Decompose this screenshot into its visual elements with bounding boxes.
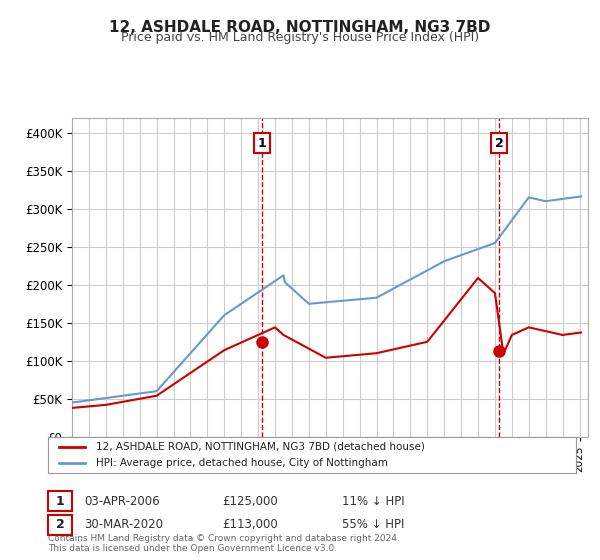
Text: 30-MAR-2020: 30-MAR-2020 <box>84 518 163 531</box>
Text: 1: 1 <box>56 494 64 508</box>
Text: 2: 2 <box>56 518 64 531</box>
Text: £113,000: £113,000 <box>222 518 278 531</box>
Text: 55% ↓ HPI: 55% ↓ HPI <box>342 518 404 531</box>
Text: 12, ASHDALE ROAD, NOTTINGHAM, NG3 7BD: 12, ASHDALE ROAD, NOTTINGHAM, NG3 7BD <box>109 20 491 35</box>
Text: 1: 1 <box>258 137 267 150</box>
Text: HPI: Average price, detached house, City of Nottingham: HPI: Average price, detached house, City… <box>95 459 388 468</box>
Text: 03-APR-2006: 03-APR-2006 <box>84 494 160 508</box>
Text: £125,000: £125,000 <box>222 494 278 508</box>
Text: Contains HM Land Registry data © Crown copyright and database right 2024.
This d: Contains HM Land Registry data © Crown c… <box>48 534 400 553</box>
Text: Price paid vs. HM Land Registry's House Price Index (HPI): Price paid vs. HM Land Registry's House … <box>121 31 479 44</box>
Text: 2: 2 <box>495 137 503 150</box>
Text: 11% ↓ HPI: 11% ↓ HPI <box>342 494 404 508</box>
Text: 12, ASHDALE ROAD, NOTTINGHAM, NG3 7BD (detached house): 12, ASHDALE ROAD, NOTTINGHAM, NG3 7BD (d… <box>95 442 424 451</box>
